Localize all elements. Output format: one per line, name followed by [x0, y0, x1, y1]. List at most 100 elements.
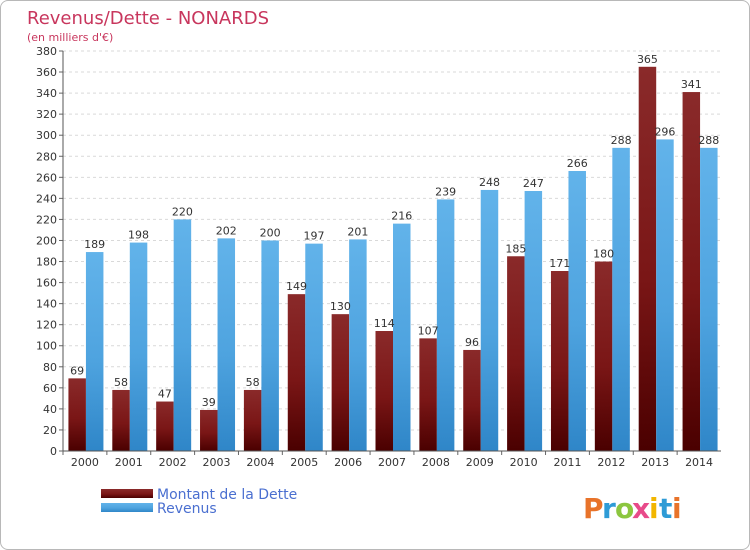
- data-label: 198: [128, 229, 149, 242]
- y-tick-label: 260: [36, 171, 57, 184]
- data-label: 171: [549, 257, 570, 270]
- data-label: 107: [418, 324, 439, 337]
- y-tick-label: 380: [36, 45, 57, 58]
- bar-revenus: [129, 242, 148, 451]
- y-tick-label: 280: [36, 150, 57, 163]
- bar-revenus: [173, 219, 192, 451]
- data-label: 180: [593, 248, 614, 261]
- bar-revenus: [305, 243, 323, 451]
- bar-dette: [507, 256, 525, 451]
- y-tick-label: 140: [36, 298, 57, 311]
- bar-revenus: [393, 223, 411, 451]
- bar-dette: [112, 389, 130, 451]
- bar-dette: [463, 349, 481, 451]
- data-label: 239: [435, 185, 456, 198]
- x-tick-label: 2004: [246, 456, 274, 469]
- data-label: 200: [260, 226, 281, 239]
- y-tick-label: 220: [36, 213, 57, 226]
- y-axis-ticks: 0 20 40 60 80 100 120 140 160 180 200 220 240 260 280 3…: [36, 45, 63, 458]
- y-tick-label: 60: [43, 382, 57, 395]
- data-label: 69: [70, 364, 84, 377]
- y-tick-label: 80: [43, 361, 57, 374]
- data-label: 288: [698, 134, 719, 147]
- x-tick-label: 2010: [510, 456, 538, 469]
- data-label: 216: [391, 210, 412, 223]
- bar-revenus: [85, 252, 104, 451]
- bar-dette: [638, 66, 657, 451]
- y-tick-label: 200: [36, 234, 57, 247]
- logo-letter: i: [672, 492, 682, 525]
- data-label: 149: [286, 280, 307, 293]
- y-tick-label: 360: [36, 66, 57, 79]
- data-label: 247: [523, 177, 544, 190]
- legend-swatch: [101, 489, 153, 498]
- data-label: 189: [84, 238, 105, 251]
- y-tick-label: 300: [36, 129, 57, 142]
- proxiti-logo: Pr oxi t i: [583, 492, 682, 525]
- bar-revenus: [349, 239, 367, 451]
- logo-letter: r: [602, 492, 616, 525]
- logo-letter: o: [615, 492, 634, 525]
- data-labels: 69 189 58 198 47 220 39 202 58 200 149 197 130 201 114…: [70, 53, 719, 409]
- x-tick-label: 2014: [685, 456, 713, 469]
- y-tick-label: 340: [36, 87, 57, 100]
- logo-letter: t: [659, 492, 672, 525]
- chart-subtitle: (en milliers d'€): [27, 31, 113, 44]
- data-label: 197: [304, 230, 325, 243]
- data-label: 341: [681, 78, 702, 91]
- x-tick-label: 2005: [290, 456, 318, 469]
- data-label: 296: [654, 125, 675, 138]
- bar-dette: [594, 261, 613, 451]
- x-tick-label: 2013: [641, 456, 669, 469]
- legend-swatch: [101, 503, 153, 512]
- chart-title: Revenus/Dette - NONARDS: [27, 8, 269, 29]
- legend-label: Revenus: [157, 501, 217, 517]
- x-tick-label: 2001: [115, 456, 143, 469]
- bar-revenus: [480, 189, 499, 451]
- bar-revenus: [656, 139, 674, 451]
- bar-dette: [375, 331, 393, 451]
- logo-letter: x: [632, 492, 650, 525]
- data-label: 365: [637, 53, 658, 66]
- bar-dette: [287, 294, 306, 451]
- x-tick-label: 2000: [71, 456, 99, 469]
- y-tick-label: 320: [36, 108, 57, 121]
- data-label: 130: [330, 300, 351, 313]
- y-tick-label: 160: [36, 277, 57, 290]
- x-axis-ticks: 2000 2001 2002 2003 2004 2005 2006 2007 2008 2009…: [62, 451, 713, 469]
- bar-dette: [419, 338, 437, 451]
- x-tick-label: 2008: [422, 456, 450, 469]
- data-label: 202: [216, 224, 237, 237]
- data-label: 220: [172, 205, 193, 218]
- bar-dette: [200, 409, 218, 451]
- data-label: 266: [567, 157, 588, 170]
- x-tick-label: 2002: [159, 456, 187, 469]
- y-tick-label: 180: [36, 256, 57, 269]
- x-tick-label: 2009: [466, 456, 494, 469]
- x-tick-label: 2003: [203, 456, 231, 469]
- data-label: 39: [202, 396, 216, 409]
- bar-dette: [550, 271, 569, 451]
- data-label: 185: [505, 242, 526, 255]
- bars: [68, 66, 718, 451]
- data-label: 47: [158, 388, 172, 401]
- x-tick-label: 2011: [553, 456, 581, 469]
- data-label: 96: [465, 336, 479, 349]
- y-tick-label: 100: [36, 340, 57, 353]
- data-label: 114: [374, 317, 395, 330]
- data-label: 201: [347, 225, 368, 238]
- bar-revenus: [436, 199, 455, 451]
- bar-revenus: [217, 238, 236, 451]
- data-label: 58: [114, 376, 128, 389]
- bar-revenus: [612, 147, 630, 451]
- bar-revenus: [700, 147, 718, 451]
- bar-dette: [682, 92, 701, 451]
- bar-dette: [156, 401, 174, 451]
- data-label: 248: [479, 176, 500, 189]
- y-tick-label: 0: [50, 445, 57, 458]
- bar-dette: [243, 389, 262, 451]
- data-label: 288: [611, 134, 632, 147]
- y-tick-label: 20: [43, 424, 57, 437]
